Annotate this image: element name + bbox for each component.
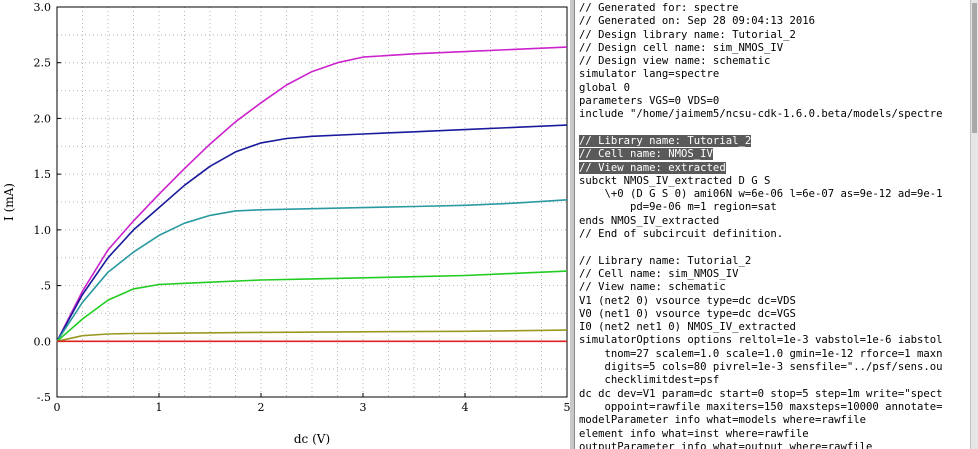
netlist-line-text: pd=9e-06 m=1 region=sat bbox=[579, 201, 777, 214]
netlist-pane[interactable]: // Generated for: spectre// Generated on… bbox=[574, 0, 978, 449]
scrollbar-thumb[interactable] bbox=[972, 3, 977, 133]
netlist-line-text: // Design view name: schematic bbox=[579, 55, 771, 68]
netlist-line-text: simulatorOptions options reltol=1e-3 vab… bbox=[579, 334, 943, 347]
netlist-line-text: global 0 bbox=[579, 81, 631, 94]
netlist-line: \+0 (D G S 0) ami06N w=6e-06 l=6e-07 as=… bbox=[579, 188, 978, 201]
x-tick-label: 2 bbox=[258, 401, 265, 414]
netlist-line-text: // Generated for: spectre bbox=[579, 2, 739, 14]
netlist-line: checklimitdest=psf bbox=[579, 374, 978, 387]
netlist-line: modelParameter info what=models where=ra… bbox=[579, 414, 978, 427]
netlist-line-text: oppoint=rawfile maxiters=150 maxsteps=10… bbox=[579, 400, 943, 413]
grid bbox=[57, 7, 567, 397]
netlist-line bbox=[579, 122, 978, 135]
plot-frame bbox=[56, 6, 568, 398]
netlist-line: include "/home/jaimem5/ncsu-cdk-1.6.0.be… bbox=[579, 108, 978, 121]
netlist-line-text: V1 (net2 0) vsource type=dc dc=VDS bbox=[579, 294, 796, 307]
netlist-line bbox=[579, 241, 978, 254]
netlist-line: simulator lang=spectre bbox=[579, 68, 978, 81]
netlist-line: // Design view name: schematic bbox=[579, 55, 978, 68]
x-tick-label: 1 bbox=[156, 401, 163, 414]
netlist-line-text: // Library name: Tutorial_2 bbox=[579, 254, 752, 267]
plot-pane[interactable]: 0 1 2 3 4 5 -.5 0.0 .5 1.0 1.5 2.0 2.5 3.0 dc (V) I (… bbox=[0, 0, 570, 449]
iv-curve-plot[interactable]: 0 1 2 3 4 5 -.5 0.0 .5 1.0 1.5 2.0 2.5 3.0 dc (V) I (… bbox=[0, 0, 570, 449]
netlist-line: element info what=inst where=rawfile bbox=[579, 428, 978, 441]
y-tick-label: 2.0 bbox=[34, 112, 52, 125]
netlist-line-text: // End of subcircuit definition. bbox=[579, 228, 784, 241]
netlist-line: V0 (net1 0) vsource type=dc dc=VGS bbox=[579, 308, 978, 321]
netlist-line: // Library name: Tutorial_2 bbox=[579, 255, 978, 268]
netlist-text[interactable]: // Generated for: spectre// Generated on… bbox=[575, 0, 978, 449]
netlist-line-text: ends NMOS_IV_extracted bbox=[579, 214, 720, 227]
axis-ticks: 0 1 2 3 4 5 -.5 0.0 .5 1.0 1.5 2.0 2.5 3.0 bbox=[34, 1, 571, 414]
netlist-line: // Cell name: NMOS_IV bbox=[579, 148, 978, 161]
series-line-2 bbox=[56, 124, 568, 342]
netlist-line: global 0 bbox=[579, 82, 978, 95]
series-layer bbox=[56, 46, 568, 343]
netlist-line: digits=5 cols=80 pivrel=1e-3 sensfile=".… bbox=[579, 361, 978, 374]
netlist-line: pd=9e-06 m=1 region=sat bbox=[579, 201, 978, 214]
y-tick-label: 1.0 bbox=[34, 224, 52, 237]
netlist-line-text: I0 (net2 net1 0) NMOS_IV_extracted bbox=[579, 321, 796, 334]
netlist-line-text: dc dc dev=V1 param=dc start=0 stop=5 ste… bbox=[579, 387, 943, 400]
netlist-line: dc dc dev=V1 param=dc start=0 stop=5 ste… bbox=[579, 388, 978, 401]
netlist-line: // Library name: Tutorial_2 bbox=[579, 134, 978, 148]
y-tick-label: .5 bbox=[41, 280, 52, 293]
netlist-line: I0 (net2 net1 0) NMOS_IV_extracted bbox=[579, 321, 978, 334]
netlist-line-text: // View name: extracted bbox=[579, 161, 726, 174]
netlist-line: V1 (net2 0) vsource type=dc dc=VDS bbox=[579, 295, 978, 308]
series-line-5 bbox=[56, 329, 568, 343]
vertical-scrollbar[interactable] bbox=[970, 0, 978, 449]
netlist-line-text: // Cell name: sim_NMOS_IV bbox=[579, 267, 739, 280]
netlist-line-text: modelParameter info what=models where=ra… bbox=[579, 414, 867, 427]
netlist-line: // View name: schematic bbox=[579, 281, 978, 294]
y-tick-label: 1.5 bbox=[34, 168, 52, 181]
x-tick-label: 4 bbox=[462, 401, 469, 414]
netlist-line-text: parameters VGS=0 VDS=0 bbox=[579, 95, 720, 108]
netlist-line-text: \+0 (D G S 0) ami06N w=6e-06 l=6e-07 as=… bbox=[579, 188, 943, 201]
netlist-line-text: // Design cell name: sim_NMOS_IV bbox=[579, 41, 784, 54]
netlist-line: // Cell name: sim_NMOS_IV bbox=[579, 268, 978, 281]
x-tick-label: 0 bbox=[54, 401, 61, 414]
netlist-line: ends NMOS_IV_extracted bbox=[579, 215, 978, 228]
series-line-3 bbox=[56, 199, 568, 342]
y-tick-label: 2.5 bbox=[34, 57, 52, 70]
netlist-line-text: // Library name: Tutorial_2 bbox=[579, 134, 752, 147]
x-tick-label: 5 bbox=[564, 401, 571, 414]
netlist-line: // Design cell name: sim_NMOS_IV bbox=[579, 42, 978, 55]
series-line-4 bbox=[56, 270, 568, 342]
x-axis-label: dc (V) bbox=[294, 432, 330, 446]
netlist-line: oppoint=rawfile maxiters=150 maxsteps=10… bbox=[579, 401, 978, 414]
netlist-line: outputParameter info what=output where=r… bbox=[579, 441, 978, 449]
netlist-line: subckt NMOS_IV_extracted D G S bbox=[579, 175, 978, 188]
netlist-line-text: element info what=inst where=rawfile bbox=[579, 427, 809, 440]
y-tick-label: 0.0 bbox=[34, 335, 52, 348]
netlist-line-text: digits=5 cols=80 pivrel=1e-3 sensfile=".… bbox=[579, 361, 943, 374]
netlist-line-text: simulator lang=spectre bbox=[579, 68, 720, 81]
pane-divider[interactable] bbox=[570, 0, 574, 449]
netlist-line-text: V0 (net1 0) vsource type=dc dc=VGS bbox=[579, 307, 796, 320]
netlist-line: // Generated on: Sep 28 09:04:13 2016 bbox=[579, 15, 978, 28]
netlist-line-text: tnom=27 scalem=1.0 scale=1.0 gmin=1e-12 … bbox=[579, 347, 943, 360]
netlist-line: // Design library name: Tutorial_2 bbox=[579, 29, 978, 42]
netlist-line-text: include "/home/jaimem5/ncsu-cdk-1.6.0.be… bbox=[579, 108, 943, 121]
netlist-line-text: // Design library name: Tutorial_2 bbox=[579, 28, 796, 41]
netlist-line-text: subckt NMOS_IV_extracted D G S bbox=[579, 174, 771, 187]
netlist-line-text: outputParameter info what=output where=r… bbox=[579, 440, 873, 449]
x-tick-label: 3 bbox=[360, 401, 367, 414]
netlist-line: tnom=27 scalem=1.0 scale=1.0 gmin=1e-12 … bbox=[579, 348, 978, 361]
netlist-line-text: // Cell name: NMOS_IV bbox=[579, 148, 713, 161]
netlist-line-text: // View name: schematic bbox=[579, 281, 726, 294]
netlist-line-text: // Generated on: Sep 28 09:04:13 2016 bbox=[579, 15, 815, 28]
series-line-1 bbox=[56, 46, 568, 342]
netlist-line: // Generated for: spectre bbox=[579, 2, 978, 15]
y-axis-label: I (mA) bbox=[2, 183, 16, 221]
netlist-line: // View name: extracted bbox=[579, 161, 978, 175]
netlist-line-text: checklimitdest=psf bbox=[579, 374, 720, 387]
y-tick-label: -.5 bbox=[37, 391, 51, 404]
netlist-line: parameters VGS=0 VDS=0 bbox=[579, 95, 978, 108]
netlist-line: // End of subcircuit definition. bbox=[579, 228, 978, 241]
y-tick-label: 3.0 bbox=[34, 1, 52, 14]
netlist-line: simulatorOptions options reltol=1e-3 vab… bbox=[579, 334, 978, 347]
